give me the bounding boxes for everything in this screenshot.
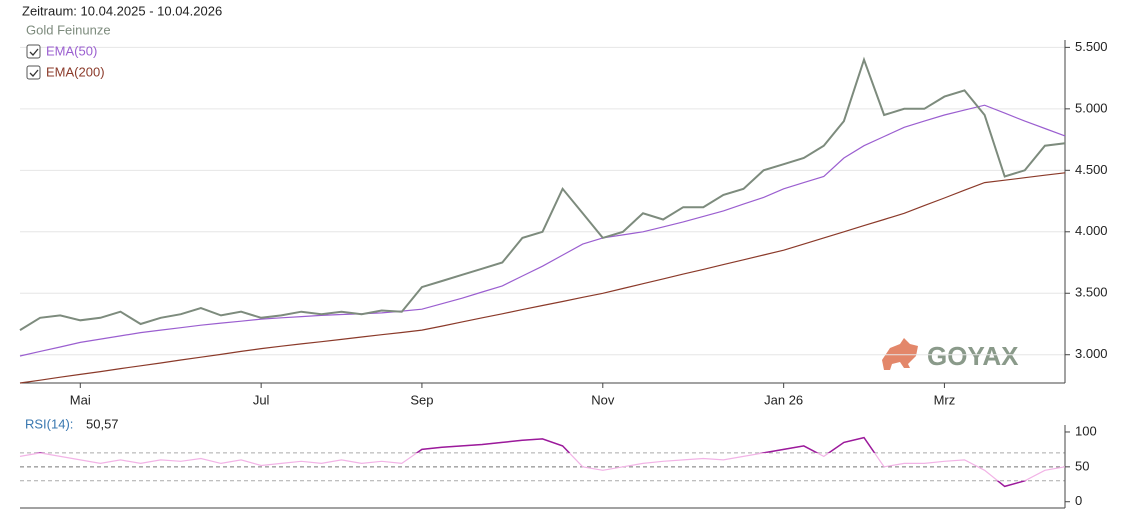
y-tick-label: 3.000 <box>1075 346 1108 361</box>
series-line <box>19 436 1066 488</box>
x-tick-label: Nov <box>591 392 615 407</box>
y-tick-label: 5.500 <box>1075 39 1108 54</box>
y-tick-label: 5.000 <box>1075 100 1108 115</box>
legend-checkbox[interactable] <box>26 44 41 59</box>
y-tick-label: 0 <box>1075 493 1082 508</box>
y-tick-label: 4.000 <box>1075 223 1108 238</box>
y-tick-label: 100 <box>1075 423 1097 438</box>
legend-label: Gold Feinunze <box>26 22 111 37</box>
series-line <box>19 56 1066 331</box>
legend-checkbox[interactable] <box>26 65 41 80</box>
legend-label: EMA(50) <box>46 43 97 58</box>
y-tick-label: 4.500 <box>1075 162 1108 177</box>
series-line <box>19 172 1066 384</box>
x-tick-label: Jan 26 <box>764 392 803 407</box>
x-tick-label: Sep <box>410 392 433 407</box>
chart-title: Zeitraum: 10.04.2025 - 10.04.2026 <box>22 3 222 18</box>
legend-check <box>29 48 39 56</box>
logo: GOYAX <box>882 338 1019 371</box>
legend-label: EMA(200) <box>46 64 105 79</box>
logo-text: GOYAX <box>927 341 1019 371</box>
series-line <box>19 104 1066 357</box>
rsi-title: RSI(14): <box>25 416 73 431</box>
y-tick-label: 50 <box>1075 458 1089 473</box>
x-tick-label: Mrz <box>934 392 956 407</box>
x-tick-label: Mai <box>70 392 91 407</box>
y-tick-label: 3.500 <box>1075 285 1108 300</box>
x-tick-label: Jul <box>253 392 270 407</box>
series-line-extreme <box>20 436 1065 488</box>
logo-icon <box>882 338 918 370</box>
rsi-value: 50,57 <box>86 416 119 431</box>
legend-check <box>29 69 39 77</box>
